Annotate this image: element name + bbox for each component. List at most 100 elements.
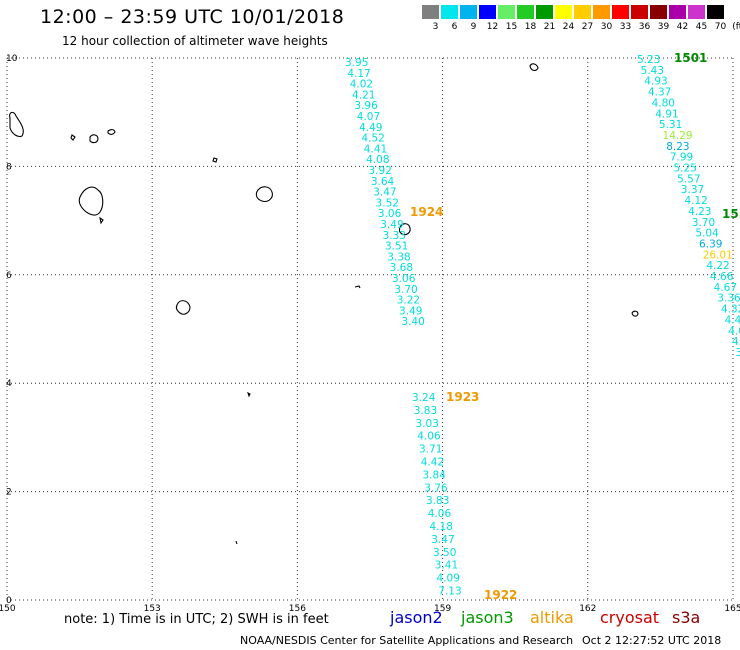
wave-height-value: 4.66 — [710, 271, 734, 283]
wave-height-value: 4.08 — [366, 154, 389, 166]
wave-height-value: 5.23 — [637, 54, 660, 66]
map-subtitle: 12 hour collection of altimeter wave hei… — [62, 34, 328, 48]
wave-height-value: 3.40 — [401, 316, 424, 328]
wave-height-value: 26.01 — [703, 249, 733, 261]
legend-swatch — [422, 5, 439, 19]
wave-height-value: 3.33 — [383, 230, 406, 242]
wave-height-value: 3.41 — [435, 560, 458, 572]
wave-height-value: 3.24 — [412, 392, 436, 404]
x-tick-label: 153 — [144, 604, 161, 614]
wave-height-value: 3.84 — [423, 469, 447, 481]
wave-height-value: 4.80 — [652, 97, 675, 109]
satellite-label-s3a: s3a — [672, 608, 701, 627]
wave-height-value: 4.06 — [417, 431, 441, 443]
wave-height-value: 3.92 — [369, 165, 392, 177]
island-chuuk-lagoon — [78, 186, 104, 216]
wave-height-value: 3.68 — [390, 262, 413, 274]
island-small-4 — [212, 157, 218, 163]
wave-height-value: 3.38 — [387, 251, 410, 263]
track-time-label: 1501 — [674, 51, 707, 65]
wave-height-value: 3.49 — [399, 305, 422, 317]
legend-label: 24 — [562, 22, 575, 32]
legend-swatch — [441, 5, 458, 19]
x-tick-label: 162 — [579, 604, 596, 614]
map-grid — [6, 57, 734, 601]
wave-height-value: 5.04 — [695, 228, 719, 240]
legend-label: 18 — [524, 22, 537, 32]
island-small-5 — [99, 216, 104, 225]
wave-height-value: 4.22 — [706, 260, 729, 272]
legend-unit: (ft) — [732, 22, 740, 32]
legend-label: 30 — [600, 22, 613, 32]
track-1923: 3.243.833.034.063.714.423.843.763.834.06… — [412, 390, 479, 598]
legend-swatch — [498, 5, 515, 19]
legend-label: 6 — [451, 22, 458, 32]
y-tick-label: 2 — [6, 488, 12, 498]
legend-swatch — [479, 5, 496, 19]
track-1922: 1922 — [484, 588, 517, 602]
island-pohnpei — [255, 186, 273, 202]
legend-swatch — [517, 5, 534, 19]
wave-height-value: 4.06 — [428, 508, 452, 520]
y-tick-label: 10 — [6, 54, 18, 64]
wave-height-value: 4.42 — [421, 457, 444, 469]
legend-swatch — [650, 5, 667, 19]
island-mid-4 — [354, 285, 361, 289]
legend-swatch — [536, 5, 553, 19]
wave-height-value: 3.70 — [692, 217, 715, 229]
wave-height-value: 4.17 — [347, 68, 370, 80]
wave-height-value: 3.71 — [419, 444, 442, 456]
legend-swatch — [460, 5, 477, 19]
satellite-label-cryosat: cryosat — [600, 608, 660, 627]
track-1924: 3.954.174.024.213.964.074.494.524.414.08… — [345, 57, 443, 328]
wave-height-value: 4.37 — [648, 87, 671, 99]
wave-height-value: 4.93 — [644, 76, 667, 88]
wave-height-value: 3.03 — [416, 418, 439, 430]
legend-label: 9 — [470, 22, 477, 32]
wave-height-value: 4.49 — [359, 122, 382, 134]
legend-swatch — [631, 5, 648, 19]
legend-label: 45 — [695, 22, 708, 32]
legend-label: 36 — [638, 22, 651, 32]
wave-height-value: 4. — [732, 336, 740, 348]
legend-label: 42 — [676, 22, 689, 32]
x-tick-label: 156 — [289, 604, 306, 614]
y-tick-label: 6 — [6, 271, 12, 281]
wave-height-value: 3.47 — [373, 187, 396, 199]
wave-height-value: 3.51 — [385, 241, 408, 253]
wave-height-value: 4.09 — [437, 573, 460, 585]
island-chuuk-north — [9, 111, 24, 138]
legend-swatch — [555, 5, 572, 19]
wave-height-value: 4.41 — [364, 143, 387, 155]
legend-label: 21 — [543, 22, 556, 32]
wave-height-value: 5.57 — [677, 173, 700, 185]
island-kosrae — [398, 223, 411, 236]
footer-note: note: 1) Time is in UTC; 2) SWH is in fe… — [64, 612, 329, 627]
track-time-label: 15 — [722, 207, 739, 221]
island-outlines — [9, 63, 639, 545]
wave-height-value: 4.07 — [357, 111, 380, 123]
island-mid-3 — [235, 540, 238, 545]
wave-height-value: 4.67 — [714, 282, 737, 294]
island-small-3 — [107, 129, 116, 135]
wave-height-value: 5.31 — [659, 119, 682, 131]
wave-height-value: 3.83 — [414, 405, 437, 417]
satellite-label-altika: altika — [530, 608, 574, 627]
wave-height-value: 5.25 — [674, 163, 697, 175]
wave-height-value: 3.96 — [354, 100, 378, 112]
wave-height-value: 3 — [736, 347, 740, 359]
legend-swatch — [612, 5, 629, 19]
legend-label: 27 — [581, 22, 594, 32]
wave-height-value: 4.32 — [721, 304, 740, 316]
wave-height-value: 3.06 — [378, 208, 402, 220]
legend-swatch — [669, 5, 686, 19]
legend-swatch — [593, 5, 610, 19]
wave-height-value: 4.12 — [684, 195, 707, 207]
legend-label: 70 — [714, 22, 727, 32]
legend-swatch — [574, 5, 591, 19]
map-title: 12:00 – 23:59 UTC 10/01/2018 — [40, 6, 345, 28]
legend-label: 15 — [505, 22, 518, 32]
wave-height-value: 7.99 — [670, 152, 693, 164]
